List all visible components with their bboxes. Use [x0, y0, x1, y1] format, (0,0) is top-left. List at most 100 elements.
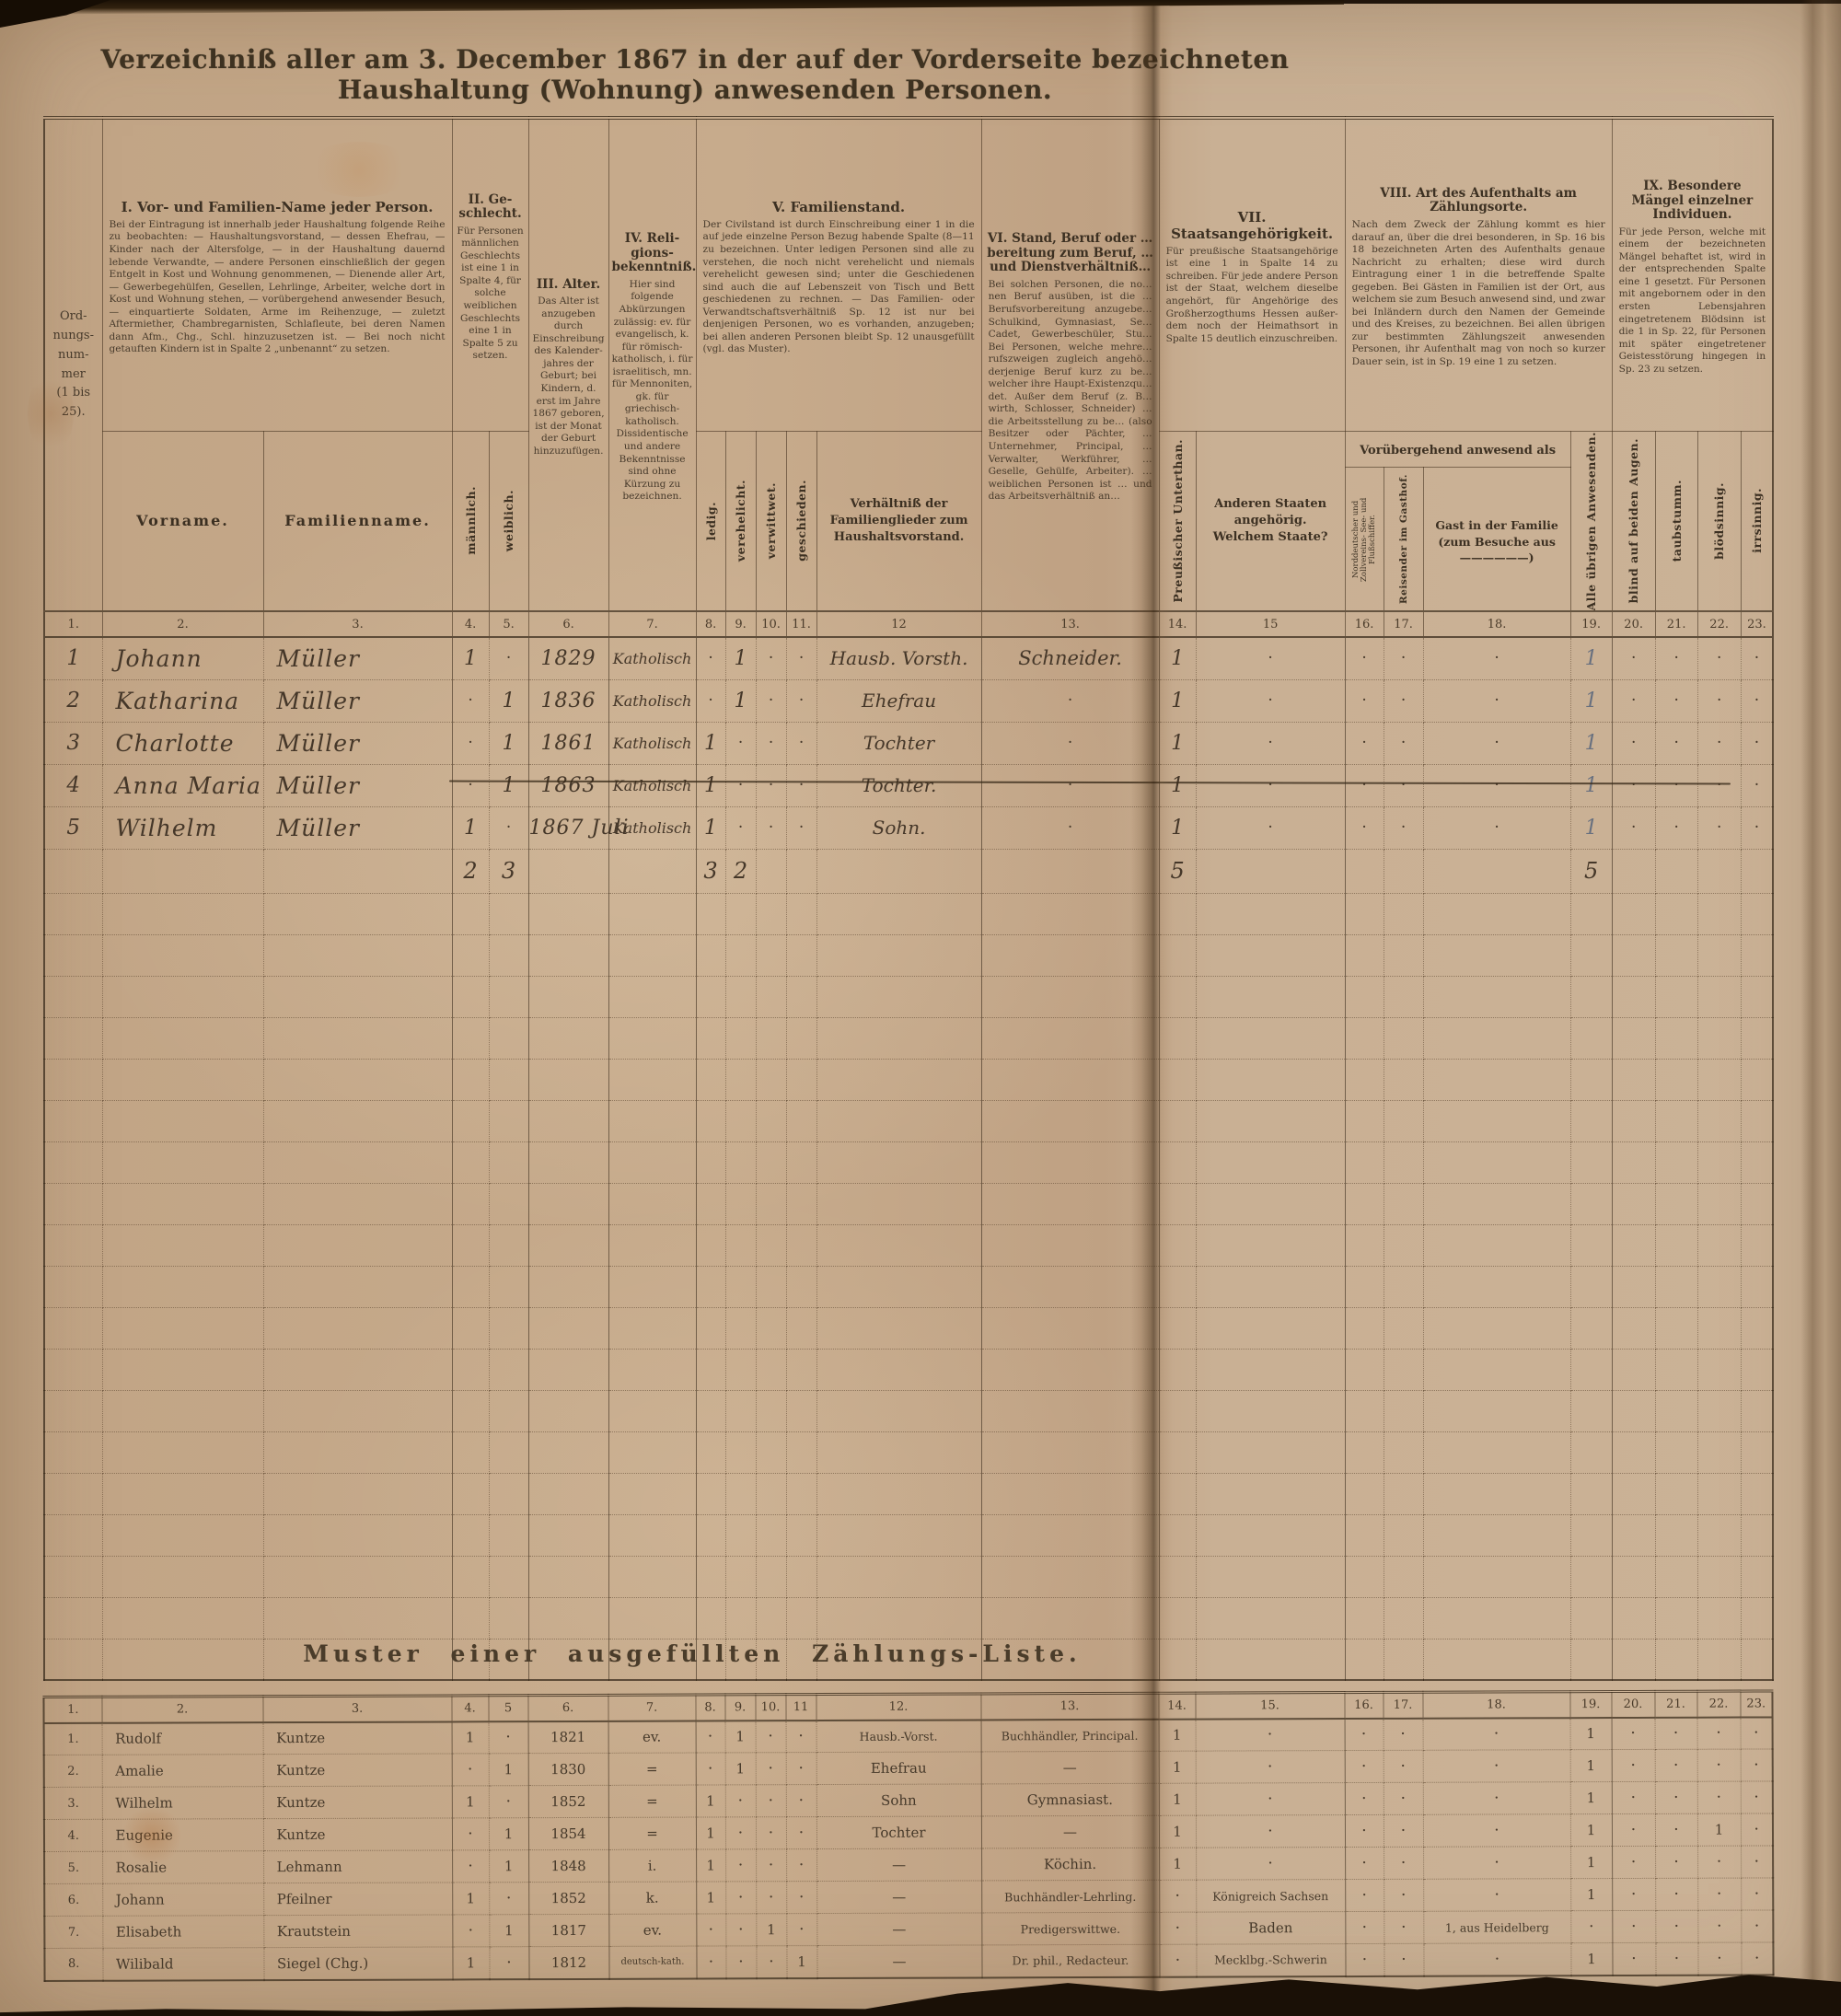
- entry-cell: ·: [1654, 805, 1698, 850]
- header-group-aufenthalt: VIII. Art des Aufenthalts am Zählungsort…: [1344, 117, 1613, 432]
- empty-cell: [724, 1141, 757, 1184]
- entry-cell: ·: [1383, 763, 1424, 807]
- muster-cell: ·: [489, 1882, 529, 1915]
- muster-cell: ·: [1195, 1718, 1345, 1752]
- empty-cell: [755, 975, 787, 1018]
- muster-cell: ·: [1655, 1878, 1698, 1911]
- column-number: 7.: [608, 1695, 696, 1721]
- muster-cell: ·: [1741, 1877, 1774, 1911]
- empty-cell: [1611, 1513, 1656, 1557]
- entry-cell: 1867 Juli: [527, 805, 629, 850]
- column-number: 5: [488, 1695, 528, 1721]
- column-number: 21.: [1654, 610, 1698, 639]
- muster-cell: ·: [725, 1913, 757, 1946]
- empty-cell: [695, 1389, 726, 1432]
- table-row: 1 Johann Müller 1 · 1829 Katholisch · 1 · · Hausb. …: [43, 636, 1774, 680]
- empty-cell: [785, 892, 817, 935]
- empty-cell: [1195, 892, 1346, 935]
- muster-cell: ·: [696, 1945, 726, 1979]
- empty-cell: [1383, 1431, 1424, 1474]
- muster-cell: 1: [1570, 1846, 1613, 1879]
- empty-cell: [1696, 1431, 1742, 1474]
- empty-cell: [980, 1348, 1160, 1391]
- muster-cell: 1854: [527, 1817, 609, 1850]
- empty-cell: [785, 1596, 817, 1639]
- empty-cell: [785, 975, 817, 1018]
- empty-cell: [724, 1306, 757, 1350]
- muster-cell: ·: [1345, 1847, 1384, 1880]
- empty-cell: [1344, 1099, 1384, 1142]
- empty-cell: [451, 1182, 490, 1225]
- empty-cell: [608, 933, 697, 977]
- entry-cell: ·: [1654, 721, 1698, 765]
- empty-cell: [488, 1431, 529, 1474]
- muster-cell: Elisabeth: [102, 1915, 264, 1949]
- empty-cell: [785, 1555, 817, 1598]
- muster-cell: ·: [1344, 1750, 1384, 1783]
- empty-cell: [101, 1223, 264, 1267]
- empty-cell: [451, 892, 490, 935]
- entry-cell: Charlotte: [101, 721, 264, 765]
- empty-cell: [1611, 1141, 1656, 1184]
- muster-cell: ·: [1696, 1749, 1741, 1782]
- empty-cell: [1422, 1596, 1571, 1639]
- empty-cell: [1158, 1431, 1197, 1474]
- entry-cell: ·: [1195, 678, 1346, 723]
- census-table: Ord- nungs- num- mer (1 bis 25). I. Vor-…: [43, 116, 1775, 1682]
- muster-cell: ·: [1159, 1944, 1197, 1977]
- column-number: 1.: [43, 610, 103, 639]
- empty-cell: [816, 1596, 982, 1639]
- subheader-geschieden: geschieden.: [785, 430, 817, 612]
- empty-cell: [980, 975, 1160, 1018]
- muster-cell: ev.: [608, 1721, 696, 1754]
- entry-cell: 1: [1158, 721, 1197, 765]
- muster-cell: ·: [1654, 1813, 1698, 1847]
- empty-cell: [1654, 1555, 1698, 1598]
- muster-cell: ·: [1383, 1814, 1424, 1848]
- empty-cell: [1569, 1389, 1613, 1432]
- empty-cell: [451, 1389, 490, 1432]
- empty-cell: [1654, 1638, 1698, 1681]
- entry-cell: ·: [1422, 721, 1571, 765]
- muster-cell: ·: [1384, 1847, 1424, 1880]
- entry-cell: Katholisch: [608, 763, 697, 807]
- entry-cell: 1836: [527, 678, 609, 723]
- empty-cell: [724, 1182, 757, 1225]
- empty-cell: [785, 1513, 817, 1557]
- muster-cell: =: [608, 1817, 697, 1850]
- total-cell: [1422, 848, 1571, 894]
- empty-cell: [1740, 1555, 1774, 1598]
- empty-cell: [695, 1099, 726, 1142]
- muster-cell: ·: [1612, 1846, 1656, 1879]
- muster-cell: Rosalie: [102, 1850, 264, 1884]
- verehelicht-label: verehelicht.: [734, 480, 748, 562]
- muster-cell: 1817: [528, 1914, 609, 1947]
- muster-cell: Wilibald: [102, 1947, 264, 1981]
- empty-cell: [1195, 1223, 1346, 1267]
- empty-cell: [980, 1513, 1160, 1557]
- empty-cell: [101, 1099, 264, 1142]
- muster-cell: —: [816, 1912, 982, 1946]
- table-row: 2 Katharina Müller · 1 1836 Katholisch · 1 · · Ehef…: [43, 678, 1774, 723]
- empty-cell: [1654, 1389, 1698, 1432]
- muster-table-body: 1. Rudolf Kuntze 1 · 1821 ev. · 1 · · Hausb.-Vorst.…: [43, 1716, 1774, 1981]
- muster-cell: ev.: [608, 1914, 697, 1947]
- muster-cell: ·: [1697, 1878, 1742, 1911]
- reisender-label: Reisender im Gasthof.: [1397, 473, 1409, 605]
- entry-cell: ·: [1422, 636, 1571, 680]
- group-vii-body: Für preußische Staatsange­hörige ist ein…: [1165, 245, 1338, 344]
- muster-cell: Köchin.: [981, 1848, 1160, 1881]
- muster-cell: ·: [1159, 1912, 1197, 1945]
- muster-cell: ·: [1697, 1910, 1742, 1943]
- column-number: 8.: [695, 610, 726, 639]
- empty-cell: [1383, 1555, 1424, 1598]
- taubstumm-label: taubstumm.: [1669, 480, 1684, 562]
- empty-row: [43, 1223, 1774, 1267]
- total-cell: [1654, 848, 1698, 894]
- muster-cell: ·: [725, 1945, 757, 1978]
- empty-cell: [527, 1513, 609, 1557]
- entry-cell: ·: [1422, 805, 1571, 850]
- empty-cell: [488, 1638, 529, 1681]
- empty-cell: [451, 1141, 490, 1184]
